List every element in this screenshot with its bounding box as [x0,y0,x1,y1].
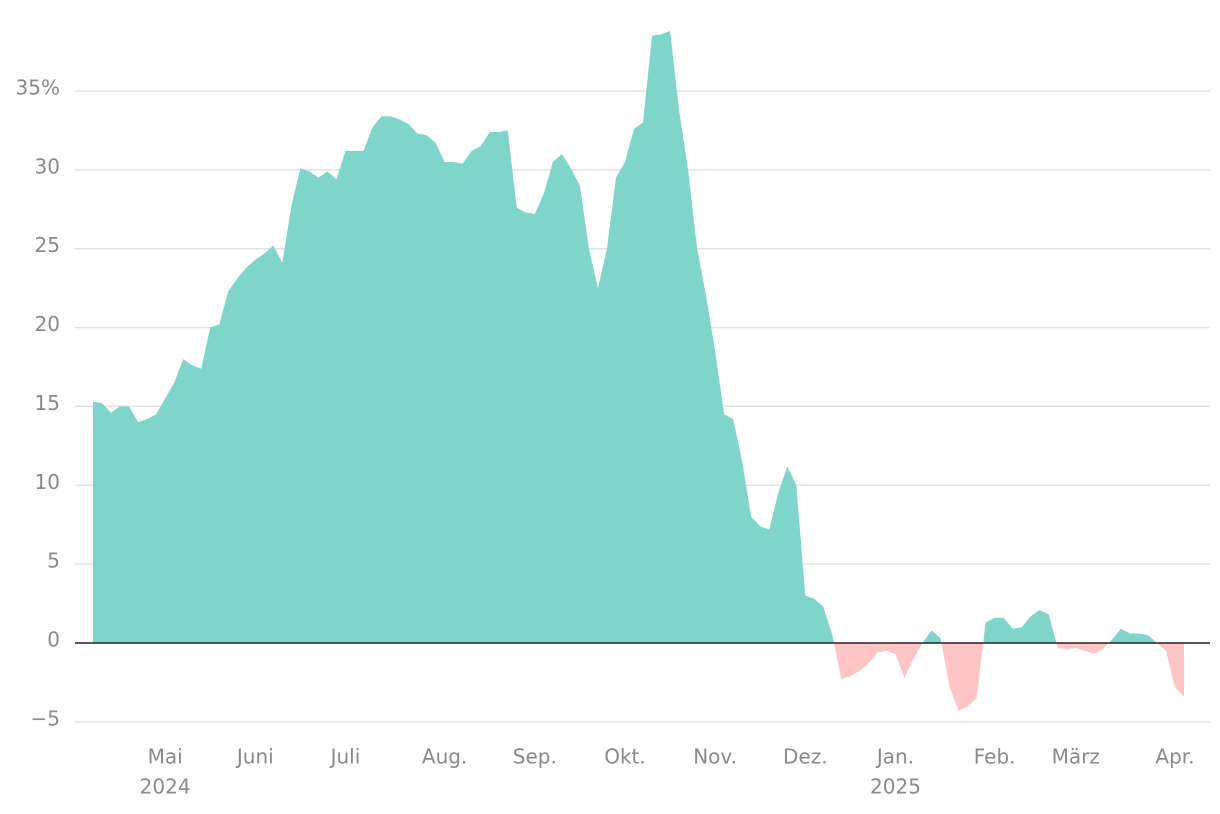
y-tick-label: 25 [35,233,60,257]
y-tick-label: 15 [35,391,60,415]
x-year-label: 2024 [140,775,191,799]
y-tick-label: 35% [16,76,60,100]
x-year-label: 2025 [870,775,921,799]
y-tick-label: 20 [35,312,60,336]
x-tick-label: Juni [235,745,274,769]
y-tick-label: 5 [47,549,60,573]
y-tick-label: 30 [35,154,60,178]
x-tick-label: Dez. [783,745,828,769]
x-tick-label: Aug. [422,745,467,769]
x-tick-label: Jan. [875,745,914,769]
x-tick-label: Mai [148,745,183,769]
y-tick-label: 10 [35,470,60,494]
x-tick-label: Feb. [974,745,1016,769]
x-tick-label: Juli [329,745,361,769]
x-tick-label: Sep. [513,745,557,769]
x-tick-label: Apr. [1155,745,1194,769]
area [93,31,1184,711]
y-tick-label: 0 [47,628,60,652]
x-tick-label: Nov. [693,745,737,769]
x-tick-label: März [1052,745,1100,769]
y-tick-label: −5 [31,706,60,730]
x-tick-label: Okt. [604,745,646,769]
